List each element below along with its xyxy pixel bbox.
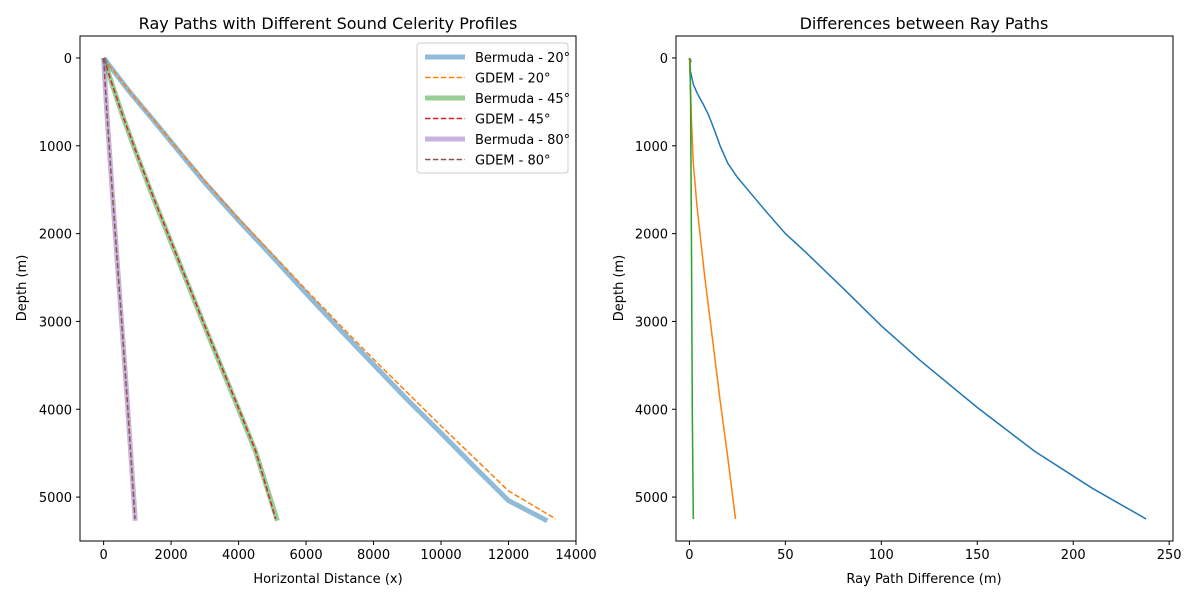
left-x-tick-label: 12000 xyxy=(488,548,529,563)
right-y-tick-label: 5000 xyxy=(635,491,668,506)
right-plot: Differences between Ray Paths Ray Path D… xyxy=(612,14,1182,587)
legend-label-1: GDEM - 20° xyxy=(475,72,551,87)
right-x-tick-label: 50 xyxy=(777,548,794,563)
right-y-tick-label: 4000 xyxy=(635,403,668,418)
left-plot-title: Ray Paths with Different Sound Celerity … xyxy=(139,14,518,33)
right-y-tick-label: 1000 xyxy=(635,140,668,155)
right-series-line-0 xyxy=(688,57,1147,520)
left-x-tick-label: 14000 xyxy=(555,548,596,563)
right-x-tick-label: 200 xyxy=(1061,548,1086,563)
right-x-tick-label: 100 xyxy=(869,548,894,563)
left-axis-ticks: 0 2000 4000 6000 8000 10000 12000 14000 0 1000 200… xyxy=(39,52,597,563)
right-y-tick-label: 3000 xyxy=(635,315,668,330)
left-x-tick-label: 10000 xyxy=(420,548,461,563)
legend-label-4: Bermuda - 80° xyxy=(475,133,570,148)
left-x-tick-label: 0 xyxy=(99,548,107,563)
right-y-axis-label: Depth (m) xyxy=(612,255,627,322)
left-series-line-0 xyxy=(101,56,549,524)
legend-label-5: GDEM - 80° xyxy=(475,154,551,169)
legend-label-3: GDEM - 45° xyxy=(475,113,551,128)
right-x-tick-label: 150 xyxy=(965,548,990,563)
legend: Bermuda - 20° GDEM - 20° Bermuda - 45° GDEM… xyxy=(416,42,570,174)
left-x-tick-label: 2000 xyxy=(155,548,188,563)
right-x-tick-label: 250 xyxy=(1157,548,1182,563)
left-y-axis-label: Depth (m) xyxy=(15,255,30,322)
right-plot-title: Differences between Ray Paths xyxy=(800,14,1049,33)
right-plot-frame xyxy=(675,35,1174,542)
left-y-tick-label: 4000 xyxy=(39,403,72,418)
right-axis-ticks: 0 50 100 150 200 250 0 1000 2000 3000 4000 5000 xyxy=(635,52,1182,563)
right-x-tick-label: 0 xyxy=(685,548,693,563)
right-series-lines xyxy=(688,57,1147,520)
left-x-tick-label: 8000 xyxy=(357,548,390,563)
left-series-lines xyxy=(101,56,557,524)
left-series-line-5 xyxy=(102,57,136,520)
right-x-axis-label: Ray Path Difference (m) xyxy=(846,572,1001,587)
left-y-tick-label: 5000 xyxy=(39,491,72,506)
left-plot-frame xyxy=(79,35,577,542)
left-x-tick-label: 6000 xyxy=(290,548,323,563)
right-series-line-2 xyxy=(688,57,695,520)
legend-label-2: Bermuda - 45° xyxy=(475,92,570,107)
left-y-tick-label: 1000 xyxy=(39,140,72,155)
right-y-tick-label: 2000 xyxy=(635,228,668,243)
left-y-tick-label: 2000 xyxy=(39,228,72,243)
right-y-tick-label: 0 xyxy=(660,52,668,67)
left-plot: Ray Paths with Different Sound Celerity … xyxy=(15,14,597,587)
left-x-axis-label: Horizontal Distance (x) xyxy=(253,572,402,587)
left-x-tick-label: 4000 xyxy=(222,548,255,563)
legend-label-0: Bermuda - 20° xyxy=(475,51,570,66)
left-series-line-1 xyxy=(103,57,557,520)
left-y-tick-label: 3000 xyxy=(39,315,72,330)
left-y-tick-label: 0 xyxy=(64,52,72,67)
left-series-line-3 xyxy=(102,57,277,520)
